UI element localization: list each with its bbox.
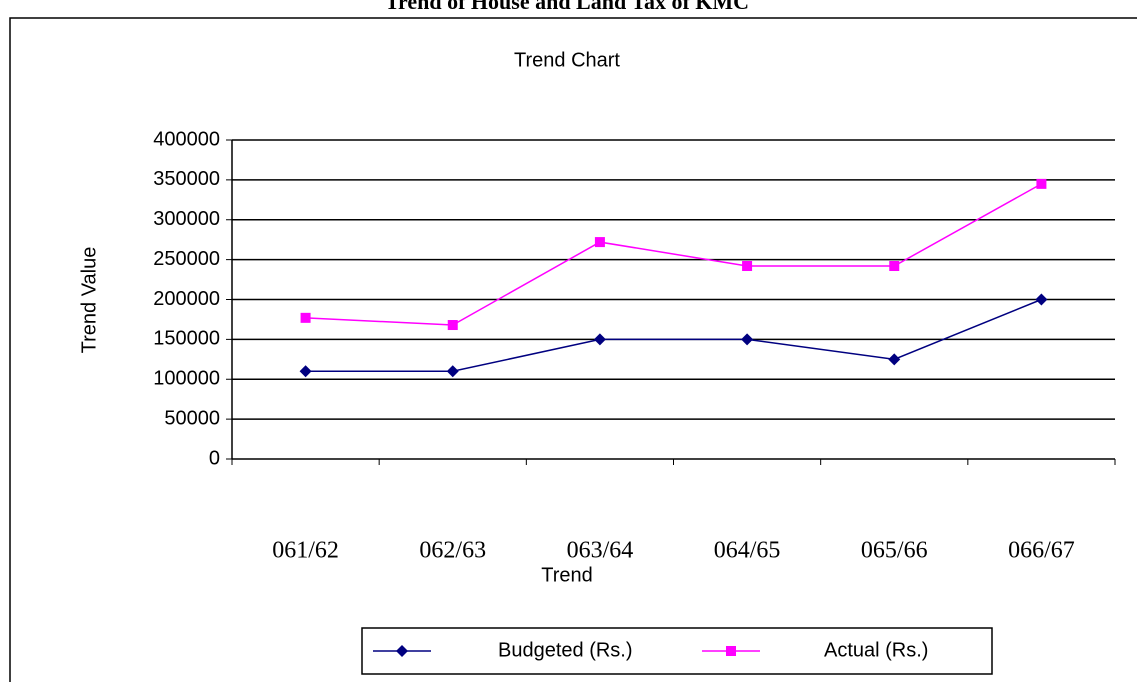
data-point — [593, 333, 606, 346]
data-point — [742, 261, 753, 272]
y-tick-label: 0 — [209, 447, 220, 469]
y-tick-label: 50000 — [164, 407, 220, 429]
data-point — [1035, 293, 1048, 306]
y-tick-label: 200000 — [153, 288, 220, 310]
x-tick-label: 066/67 — [1008, 538, 1075, 564]
y-tick-label: 100000 — [153, 368, 220, 390]
data-point — [300, 312, 311, 323]
legend-label: Actual (Rs.) — [824, 639, 928, 661]
data-point — [446, 365, 459, 378]
data-point — [888, 353, 901, 366]
x-tick-label: 063/64 — [567, 538, 634, 564]
series-line — [305, 298, 1042, 373]
y-tick-label: 250000 — [153, 248, 220, 270]
y-tick-label: 400000 — [153, 128, 220, 150]
x-tick-label: 065/66 — [861, 538, 928, 564]
data-point — [1036, 178, 1047, 189]
series-line — [305, 183, 1042, 326]
legend-marker — [726, 646, 736, 656]
page-title: Trend of House and Land Tax of KMC — [385, 0, 749, 14]
legend — [361, 627, 993, 675]
x-axis-label: Trend — [541, 564, 593, 586]
legend-marker — [396, 645, 408, 657]
data-point — [741, 333, 754, 346]
y-tick-label: 350000 — [153, 168, 220, 190]
data-point — [299, 365, 312, 378]
x-tick-label: 061/62 — [272, 538, 339, 564]
data-point — [889, 261, 900, 272]
y-axis-label: Trend Value — [78, 247, 100, 354]
x-tick-label: 062/63 — [419, 538, 486, 564]
data-point — [594, 237, 605, 248]
legend-label: Budgeted (Rs.) — [498, 639, 633, 661]
y-tick-label: 300000 — [153, 208, 220, 230]
y-tick-label: 150000 — [153, 328, 220, 350]
x-tick-label: 064/65 — [714, 538, 781, 564]
chart-border — [9, 17, 1137, 682]
data-point — [447, 320, 458, 331]
chart-title: Trend Chart — [514, 49, 620, 71]
